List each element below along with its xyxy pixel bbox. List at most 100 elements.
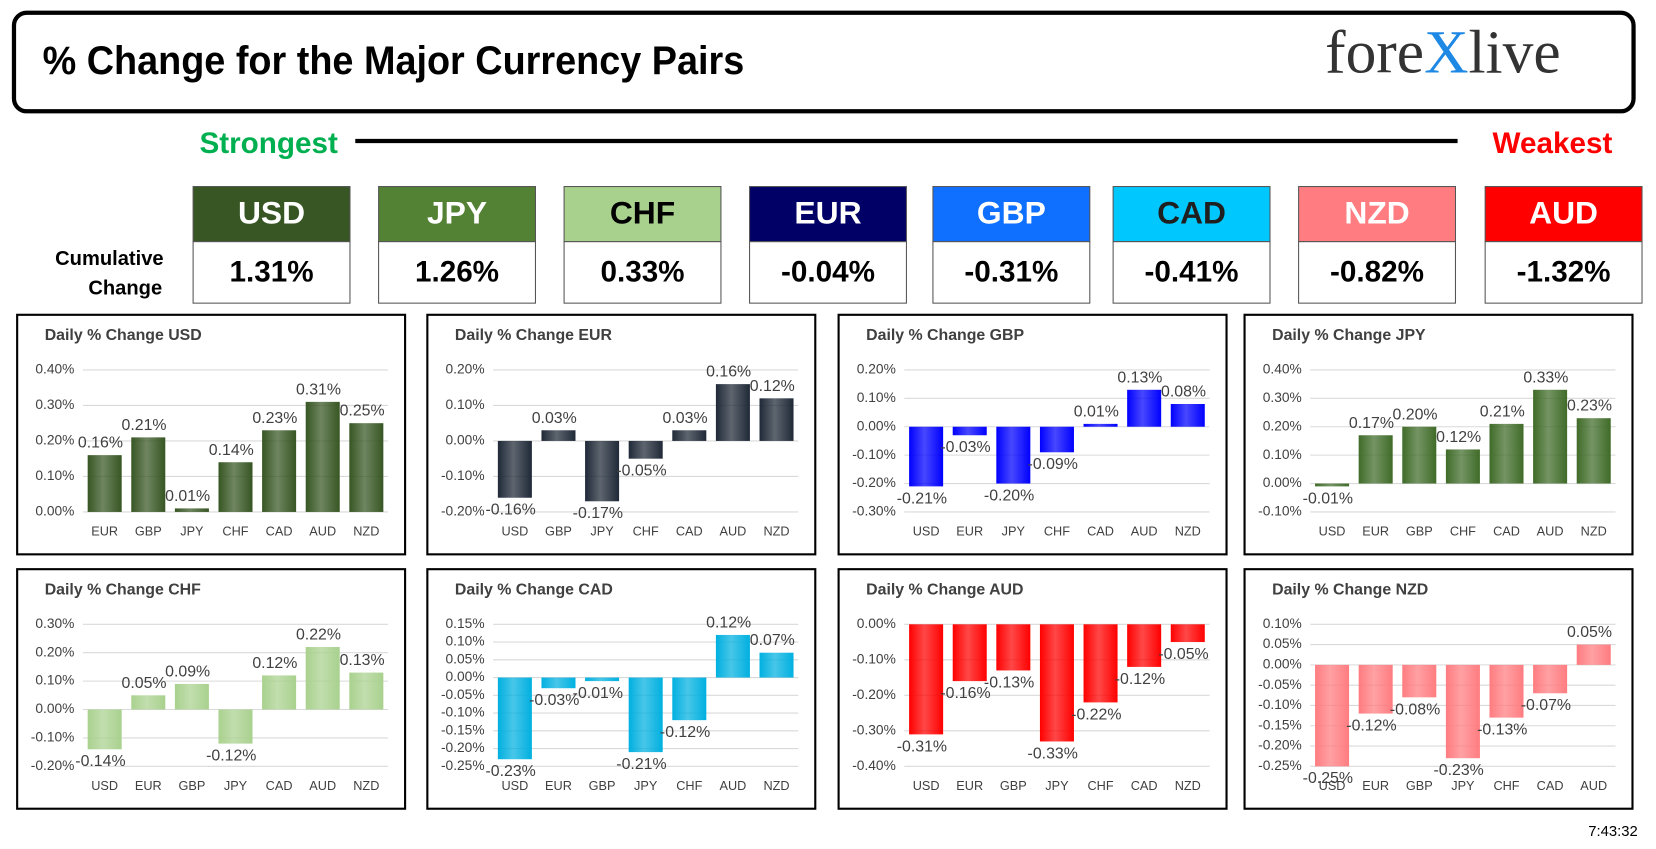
y-tick-label: -0.20% [441,740,485,755]
header-box [11,10,1636,114]
page-title: % Change for the Major Currency Pairs [43,38,745,83]
x-tick-label: NZD [763,778,789,793]
value-label: -0.23% [1433,762,1483,779]
y-tick-label: -0.20% [852,475,896,490]
chart-panel [1243,568,1634,810]
x-tick-label: CHF [1044,523,1070,538]
x-tick-label: GBP [1000,778,1027,793]
x-tick-label: NZD [353,778,379,793]
logo-left: fore [1325,18,1424,86]
bar [628,677,663,753]
y-tick-label: 0.00% [1263,657,1302,672]
y-tick-label: -0.05% [441,687,485,702]
value-label: 0.01% [1074,403,1119,420]
y-tick-label: 0.00% [857,418,896,433]
bar [585,677,620,682]
x-tick-label: GBP [1406,778,1433,793]
bar [1358,435,1393,484]
y-tick-label: -0.25% [441,758,485,773]
y-tick-label: 0.00% [446,669,485,684]
value-label: -0.12% [1346,717,1396,734]
currency-cell [1484,241,1643,304]
x-tick-label: GBP [178,778,205,793]
currency-header [932,186,1091,243]
y-tick-label: -0.15% [1258,717,1302,732]
cumulative-label: Cumulative [55,248,163,270]
currency-cell [1112,241,1271,304]
bar [349,672,384,710]
x-tick-label: CAD [266,778,293,793]
x-tick-label: CHF [222,523,248,538]
chart-title: Daily % Change JPY [1272,327,1426,344]
value-label: 0.05% [122,675,167,692]
currency-change: 1.26% [415,255,499,288]
y-tick-label: -0.30% [852,722,896,737]
bar [218,709,253,744]
x-tick-label: CAD [266,523,293,538]
x-tick-label: GBP [1406,523,1433,538]
value-label: -0.25% [1303,770,1353,787]
value-label: -0.16% [485,502,535,519]
bar [759,652,794,678]
y-tick-label: 0.30% [35,397,74,412]
value-label: 0.12% [252,655,297,672]
x-tick-label: JPY [634,778,658,793]
y-tick-label: 0.10% [1263,447,1302,462]
currency-cell [192,241,351,304]
y-tick-label: 0.00% [35,504,74,519]
bar [759,398,794,441]
value-label: -0.23% [485,763,535,780]
y-tick-label: -0.10% [852,651,896,666]
y-tick-label: 0.10% [446,397,485,412]
y-tick-label: -0.10% [1258,697,1302,712]
y-tick-label: -0.10% [852,447,896,462]
x-tick-label: CAD [1537,778,1564,793]
currency-cell [749,241,907,304]
currency-name: CHF [610,195,675,231]
x-tick-label: JPY [590,523,614,538]
x-tick-label: NZD [1175,523,1201,538]
value-label: 0.14% [209,442,254,459]
y-tick-label: 0.40% [35,362,74,377]
value-label: -0.17% [573,505,623,522]
value-label: 0.07% [750,632,795,649]
value-label: -0.12% [206,748,256,765]
x-tick-label: USD [501,778,528,793]
x-tick-label: JPY [180,523,204,538]
x-tick-label: GBP [589,778,616,793]
chart-title: Daily % Change CAD [455,582,613,599]
logo-mark: X [1424,18,1468,86]
currency-cell [378,241,536,304]
y-tick-label: -0.20% [31,758,75,773]
bar [1402,426,1437,484]
y-tick-label: -0.10% [31,730,75,745]
bar [1358,664,1393,714]
y-tick-label: -0.05% [1258,677,1302,692]
y-tick-label: 0.10% [35,673,74,688]
x-tick-label: EUR [135,778,162,793]
chart-title: Daily % Change EUR [455,327,613,344]
strongest-label: Strongest [199,127,338,160]
value-label: -0.12% [1115,671,1165,688]
value-label: -0.03% [529,692,579,709]
bar [1315,664,1350,767]
x-tick-label: EUR [956,778,983,793]
value-label: 0.12% [1436,429,1481,446]
value-label: 0.01% [165,488,210,505]
bar [628,440,663,459]
bar [1315,483,1350,487]
bar [131,437,166,512]
x-tick-label: USD [1319,523,1346,538]
y-tick-label: 0.20% [35,644,74,659]
chart-title: Daily % Change USD [45,327,202,344]
bar [87,709,122,750]
chart-panel [837,313,1228,556]
currency-cell [1298,241,1457,304]
currency-change: -0.41% [1145,255,1239,288]
y-tick-label: 0.30% [1263,390,1302,405]
value-label: -0.07% [1521,697,1571,714]
value-label: 0.13% [1117,369,1162,386]
x-tick-label: USD [913,523,940,538]
x-tick-label: AUD [1580,778,1607,793]
y-tick-label: 0.10% [857,390,896,405]
